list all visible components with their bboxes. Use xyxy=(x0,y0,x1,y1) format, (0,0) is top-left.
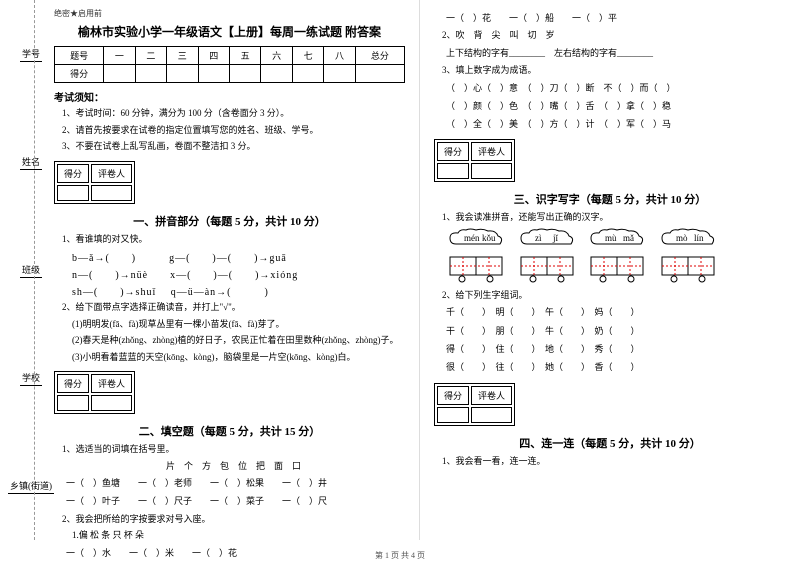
word-bank: 片 个 方 包 位 把 面 口 xyxy=(62,460,405,474)
idiom-row: （ ）颜（ ）色 （ ）嘴（ ）舌 （ ）拿（ ）稳 xyxy=(446,99,786,114)
th: 六 xyxy=(261,47,292,65)
th: 八 xyxy=(324,47,355,65)
question-text: 3、填上数字成为成语。 xyxy=(442,64,786,78)
question-text: 2、给下面带点字选择正确读音，并打上"√"。 xyxy=(62,301,405,315)
right-column: 一（ ）花 一（ ）船 一（ ）平 2、吹 背 尖 叫 切 岁 上下结构的字有_… xyxy=(420,0,800,540)
score-table: 题号 一 二 三 四 五 六 七 八 总分 得分 xyxy=(54,46,405,83)
page-title: 榆林市实验小学一年级语文【上册】每周一练试题 附答案 xyxy=(54,23,405,40)
fill-blank-row: 一（ ）鱼塘 一（ ）老师 一（ ）松果 一（ ）井 xyxy=(66,476,405,491)
train-car-icon xyxy=(660,255,716,286)
question-text: 2、我会把所给的字按要求对号入座。 xyxy=(62,513,405,527)
svg-text:zì: zì xyxy=(535,233,542,243)
section-1-title: 一、拼音部分（每题 5 分，共计 10 分） xyxy=(54,213,405,229)
page-container: 绝密★启用前 榆林市实验小学一年级语文【上册】每周一练试题 附答案 题号 一 二… xyxy=(40,0,800,540)
structure-line: 上下结构的字有________ 左右结构的字有________ xyxy=(446,46,786,61)
th: 三 xyxy=(167,47,198,65)
question-text: 1、看谁填的对又快。 xyxy=(62,233,405,247)
question-text: 1、选适当的词填在括号里。 xyxy=(62,443,405,457)
word captivate-group-row: 很（ ） 往（ ） 她（ ） 香（ ） xyxy=(446,360,786,375)
grade-box: 得分评卷人 xyxy=(434,383,515,426)
binding-margin: 学号 姓名 班级 学校 乡镇(街道) xyxy=(8,0,54,540)
pinyin-row: sh—( )→shuǐ q—ü—àn→( ) xyxy=(72,283,405,298)
confidential-label: 绝密★启用前 xyxy=(54,8,405,19)
th: 题号 xyxy=(55,47,104,65)
notice-item: 2、请首先按要求在试卷的指定位置填写您的姓名、班级、学号。 xyxy=(62,124,405,138)
idiom-row: （ ）全（ ）美 （ ）方（ ）计 （ ）军（ ）马 xyxy=(446,117,786,132)
grade-box: 得分评卷人 xyxy=(54,371,135,414)
section-4-title: 四、连一连（每题 5 分，共计 10 分） xyxy=(434,435,786,451)
table-row: 题号 一 二 三 四 五 六 七 八 总分 xyxy=(55,47,405,65)
train-car-icon xyxy=(519,255,575,286)
th: 一 xyxy=(104,47,135,65)
train-car-icon xyxy=(448,255,504,286)
th: 七 xyxy=(292,47,323,65)
grade-box: 得分评卷人 xyxy=(434,139,515,182)
notice-item: 1、考试时间：60 分钟，满分为 100 分（含卷面分 3 分）。 xyxy=(62,107,405,121)
idiom-row: （ ）心（ ）意 （ ）刀（ ）断 不（ ）而（ ） xyxy=(446,81,786,96)
margin-label: 学校 xyxy=(20,370,42,386)
svg-text:mén: mén xyxy=(464,233,480,243)
svg-text:kǒu: kǒu xyxy=(482,233,496,243)
word-group-row: 干（ ） 朋（ ） 牛（ ） 奶（ ） xyxy=(446,324,786,339)
section-3-title: 三、识字写字（每题 5 分，共计 10 分） xyxy=(434,191,786,207)
margin-label: 班级 xyxy=(20,262,42,278)
th: 四 xyxy=(198,47,229,65)
grade-score: 得分 xyxy=(437,386,469,405)
margin-label: 学号 xyxy=(20,46,42,62)
margin-label: 乡镇(街道) xyxy=(8,478,54,494)
grade-score: 得分 xyxy=(57,164,89,183)
word-group-row: 千（ ） 明（ ） 午（ ） 妈（ ） xyxy=(446,305,786,320)
grade-score: 得分 xyxy=(437,142,469,161)
th: 五 xyxy=(229,47,260,65)
row-label: 得分 xyxy=(55,65,104,83)
pinyin-row: b—ǎ→( ) g—( )—( )→guā xyxy=(72,249,405,264)
sub-item: 1.偏 松 条 只 杯 朵 xyxy=(72,529,405,543)
grade-score: 得分 xyxy=(57,374,89,393)
cloud-icon: mòlín xyxy=(660,228,716,253)
fill-blank-row: 一（ ）花 一（ ）船 一（ ）平 xyxy=(446,11,786,26)
fold-dashed-line xyxy=(34,0,35,540)
cloud-row: ménkǒu zìjǐ mùmǎ mòlín xyxy=(442,228,786,253)
train-row xyxy=(442,253,786,286)
pinyin-row: n—( )→nüè x—( )—( )→xióng xyxy=(72,266,405,281)
question-text: 2、吹 背 尖 叫 切 岁 xyxy=(442,29,786,43)
left-column: 绝密★启用前 榆林市实验小学一年级语文【上册】每周一练试题 附答案 题号 一 二… xyxy=(40,0,420,540)
sub-item: (3)小明看着蓝蓝的天空(kōng、kòng)，脑袋里是一片空(kōng、kòn… xyxy=(72,351,405,365)
grade-reviewer: 评卷人 xyxy=(91,164,132,183)
question-text: 1、我会看一看，连一连。 xyxy=(442,455,786,469)
question-text: 2、给下列生字组词。 xyxy=(442,289,786,303)
svg-text:mò: mò xyxy=(676,233,688,243)
sub-item: (2)春天是种(zhǒng、zhòng)植的好日子，农民正忙着在田里数种(zhǒ… xyxy=(72,334,405,348)
cloud-icon: ménkǒu xyxy=(448,228,504,253)
page-footer: 第 1 页 共 4 页 xyxy=(0,550,800,561)
sub-item: (1)明明发(fā、fà)现草丛里有一棵小苗发(fā、fà)芽了。 xyxy=(72,318,405,332)
word-group-row: 得（ ） 住（ ） 地（ ） 秀（ ） xyxy=(446,342,786,357)
grade-reviewer: 评卷人 xyxy=(471,142,512,161)
th: 二 xyxy=(135,47,166,65)
notice-title: 考试须知： xyxy=(54,89,405,104)
cloud-icon: zìjǐ xyxy=(519,228,575,253)
fill-blank-row: 一（ ）叶子 一（ ）尺子 一（ ）菜子 一（ ）尺 xyxy=(66,494,405,509)
svg-text:mǎ: mǎ xyxy=(623,233,634,243)
cloud-icon: mùmǎ xyxy=(589,228,645,253)
svg-text:mù: mù xyxy=(605,233,617,243)
table-row: 得分 xyxy=(55,65,405,83)
th: 总分 xyxy=(355,47,404,65)
svg-text:lín: lín xyxy=(694,233,704,243)
grade-box: 得分评卷人 xyxy=(54,161,135,204)
notice-item: 3、不要在试卷上乱写乱画，卷面不整洁扣 3 分。 xyxy=(62,140,405,154)
svg-text:jǐ: jǐ xyxy=(552,233,559,243)
train-car-icon xyxy=(589,255,645,286)
grade-reviewer: 评卷人 xyxy=(91,374,132,393)
margin-label: 姓名 xyxy=(20,154,42,170)
question-text: 1、我会读准拼音，还能写出正确的汉字。 xyxy=(442,211,786,225)
grade-reviewer: 评卷人 xyxy=(471,386,512,405)
section-2-title: 二、填空题（每题 5 分，共计 15 分） xyxy=(54,423,405,439)
